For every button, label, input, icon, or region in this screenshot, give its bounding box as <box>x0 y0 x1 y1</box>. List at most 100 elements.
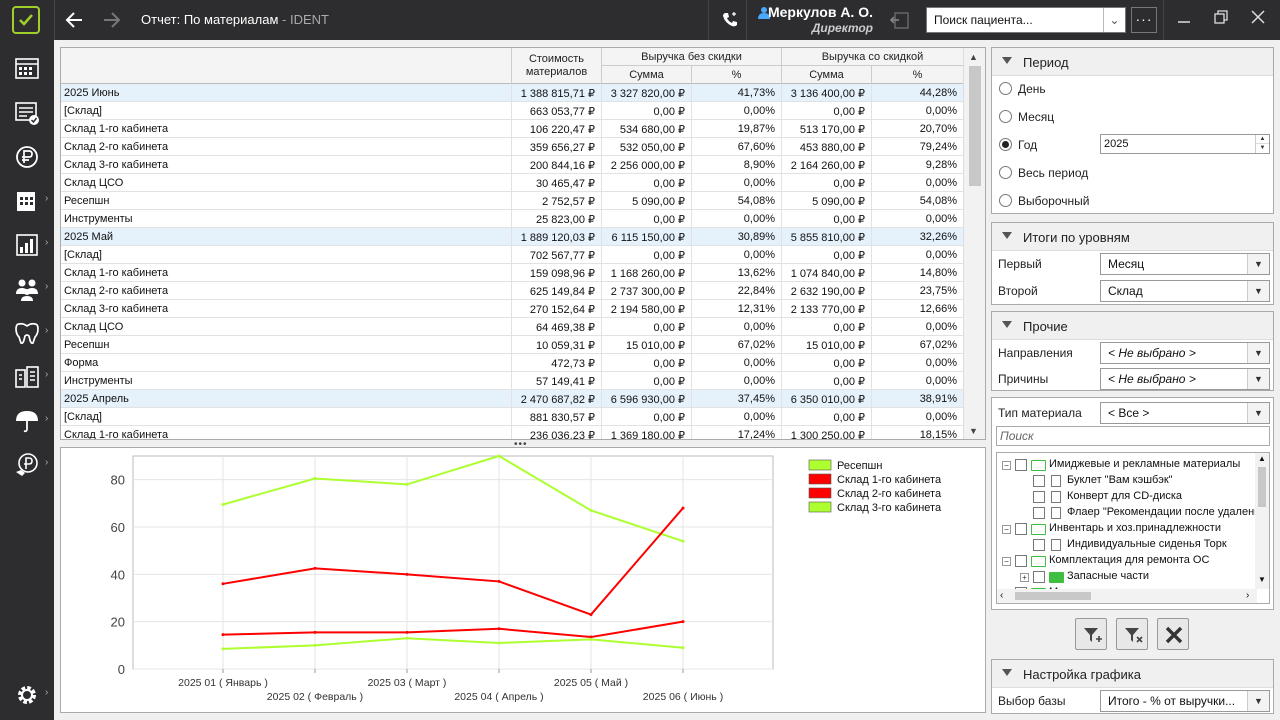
forward-arrow-icon[interactable] <box>102 10 122 34</box>
table-row[interactable]: Склад 1-го кабинета 236 036,23 ₽ 1 369 180… <box>61 426 963 439</box>
chevron-down-icon[interactable]: ▼ <box>1247 369 1269 389</box>
column-sum1-header[interactable]: Сумма <box>601 66 691 84</box>
chevron-down-icon[interactable]: ▼ <box>1247 403 1269 423</box>
table-row[interactable]: Склад 3-го кабинета 270 152,64 ₽ 2 194 580… <box>61 300 963 318</box>
clear-filters-button[interactable] <box>1157 618 1189 650</box>
period-option-label[interactable]: Весь период <box>1018 166 1089 180</box>
collapse-node-icon[interactable]: − <box>1002 461 1011 470</box>
column-revenue-no-discount-header[interactable]: Выручка без скидки <box>601 48 781 66</box>
chevron-down-icon[interactable]: ▼ <box>1247 281 1269 301</box>
chevron-down-icon[interactable]: ▼ <box>1247 691 1269 711</box>
table-row[interactable]: Склад ЦСО 30 465,47 ₽ 0,00 ₽ 0,00% 0,00 ₽ 0,0… <box>61 174 963 192</box>
sidebar-item-statistics[interactable]: › <box>0 226 54 262</box>
first-level-select[interactable]: Месяц ▼ <box>1100 253 1270 275</box>
collapse-node-icon[interactable]: − <box>1002 525 1011 534</box>
tree-checkbox[interactable] <box>1033 571 1045 583</box>
patient-search-input[interactable]: Поиск пациента... ⌄ <box>926 7 1126 33</box>
more-icon[interactable]: ··· <box>1131 7 1157 33</box>
sidebar-item-insurance[interactable]: › <box>0 402 54 438</box>
sidebar-item-schedule[interactable] <box>0 94 54 130</box>
grid-scrollbar[interactable]: ▲ ▼ <box>963 48 985 439</box>
tree-checkbox[interactable] <box>1015 523 1027 535</box>
period-option-label[interactable]: Месяц <box>1018 110 1055 124</box>
table-row[interactable]: Форма 472,73 ₽ 0,00 ₽ 0,00% 0,00 ₽ 0,00% <box>61 354 963 372</box>
sidebar-item-dental[interactable]: › <box>0 314 54 350</box>
table-row[interactable]: Склад 3-го кабинета 200 844,16 ₽ 2 256 000… <box>61 156 963 174</box>
sidebar-item-loyalty[interactable]: › <box>0 446 54 482</box>
period-radio-1[interactable] <box>999 110 1012 123</box>
table-row[interactable]: Ресепшн 2 752,57 ₽ 5 090,00 ₽ 54,08% 5 090,0… <box>61 192 963 210</box>
levels-panel-header[interactable]: Итоги по уровням <box>992 223 1273 251</box>
year-stepper[interactable]: 2025 ▲ ▼ <box>1100 134 1270 154</box>
tree-vscroll[interactable]: ▲ ▼ <box>1255 453 1269 589</box>
period-radio-2[interactable] <box>999 138 1012 151</box>
table-row[interactable]: Склад ЦСО 64 469,38 ₽ 0,00 ₽ 0,00% 0,00 ₽ 0,0… <box>61 318 963 336</box>
chevron-down-icon[interactable]: ▼ <box>1247 254 1269 274</box>
column-cost-header[interactable]: Стоимость материалов <box>511 48 601 84</box>
scroll-down-icon[interactable]: ▼ <box>1258 575 1266 584</box>
base-select[interactable]: Итого - % от выручки... ▼ <box>1100 690 1270 712</box>
tree-checkbox[interactable] <box>1033 539 1045 551</box>
scroll-left-icon[interactable]: ‹ <box>1000 590 1004 601</box>
material-type-select[interactable]: < Все > ▼ <box>1100 402 1270 424</box>
table-row[interactable]: [Склад] 663 053,77 ₽ 0,00 ₽ 0,00% 0,00 ₽ 0,00… <box>61 102 963 120</box>
minimize-icon[interactable] <box>1177 10 1191 29</box>
remove-filter-button[interactable] <box>1116 618 1148 650</box>
chevron-down-icon[interactable]: ▼ <box>1247 343 1269 363</box>
scroll-right-icon[interactable]: › <box>1246 590 1250 601</box>
reasons-select[interactable]: < Не выбрано > ▼ <box>1100 368 1270 390</box>
period-radio-4[interactable] <box>999 194 1012 207</box>
period-radio-0[interactable] <box>999 82 1012 95</box>
group-row[interactable]: 2025 Апрель 2 470 687,82 ₽ 6 596 930,00 ₽ 3… <box>61 390 963 408</box>
second-level-select[interactable]: Склад ▼ <box>1100 280 1270 302</box>
grid-scroll-thumb[interactable] <box>969 66 981 186</box>
table-row[interactable]: [Склад] 881 830,57 ₽ 0,00 ₽ 0,00% 0,00 ₽ 0,00… <box>61 408 963 426</box>
chevron-down-icon[interactable]: ⌄ <box>1103 8 1125 32</box>
restore-icon[interactable] <box>1214 10 1228 29</box>
expand-node-icon[interactable]: + <box>1020 573 1029 582</box>
tree-hscroll[interactable]: ‹ › <box>997 589 1257 603</box>
phone-icon[interactable] <box>721 11 739 32</box>
sidebar-item-reports[interactable]: › <box>0 182 54 218</box>
table-row[interactable]: Склад 2-го кабинета 625 149,84 ₽ 2 737 300… <box>61 282 963 300</box>
table-row[interactable]: Склад 1-го кабинета 106 220,47 ₽ 534 680,0… <box>61 120 963 138</box>
undo-icon[interactable] <box>889 9 911 34</box>
sidebar-item-finance[interactable] <box>0 138 54 174</box>
period-radio-3[interactable] <box>999 166 1012 179</box>
column-revenue-discount-header[interactable]: Выручка со скидкой <box>781 48 963 66</box>
scroll-down-icon[interactable]: ▼ <box>969 426 978 436</box>
scroll-up-icon[interactable]: ▲ <box>1258 454 1266 463</box>
scroll-up-icon[interactable]: ▲ <box>969 52 978 62</box>
period-panel-header[interactable]: Период <box>992 48 1273 76</box>
period-option-label[interactable]: День <box>1018 82 1046 96</box>
tree-hscroll-thumb[interactable] <box>1015 592 1091 600</box>
app-logo-icon[interactable] <box>12 6 40 34</box>
tree-vscroll-thumb[interactable] <box>1258 467 1266 507</box>
table-row[interactable]: Склад 1-го кабинета 159 098,96 ₽ 1 168 260… <box>61 264 963 282</box>
user-info[interactable]: Меркулов А. О. Директор <box>758 4 873 35</box>
column-pct1-header[interactable]: % <box>691 66 781 84</box>
back-arrow-icon[interactable] <box>64 10 84 34</box>
table-row[interactable]: Ресепшн 10 059,31 ₽ 15 010,00 ₽ 67,02% 15 01… <box>61 336 963 354</box>
column-pct2-header[interactable]: % <box>871 66 963 84</box>
sidebar-item-calendar[interactable] <box>0 50 54 86</box>
tree-checkbox[interactable] <box>1015 459 1027 471</box>
table-row[interactable]: Инструменты 25 823,00 ₽ 0,00 ₽ 0,00% 0,00 ₽ 0… <box>61 210 963 228</box>
table-row[interactable]: Инструменты 57 149,41 ₽ 0,00 ₽ 0,00% 0,00 ₽ 0… <box>61 372 963 390</box>
table-row[interactable]: [Склад] 702 567,77 ₽ 0,00 ₽ 0,00% 0,00 ₽ 0,00… <box>61 246 963 264</box>
table-row[interactable]: Склад 2-го кабинета 359 656,27 ₽ 532 050,0… <box>61 138 963 156</box>
tree-checkbox[interactable] <box>1015 555 1027 567</box>
sidebar-item-devices[interactable]: › <box>0 358 54 394</box>
sidebar-item-settings[interactable]: › <box>0 676 54 712</box>
group-row[interactable]: 2025 Июнь 1 388 815,71 ₽ 3 327 820,00 ₽ 41,… <box>61 84 963 102</box>
group-row[interactable]: 2025 Май 1 889 120,03 ₽ 6 115 150,00 ₽ 30,8… <box>61 228 963 246</box>
other-panel-header[interactable]: Прочие <box>992 312 1273 340</box>
period-option-label[interactable]: Выборочный <box>1018 194 1090 208</box>
material-search-input[interactable]: Поиск <box>996 426 1270 446</box>
splitter-handle[interactable]: ••• <box>514 439 528 450</box>
tree-checkbox[interactable] <box>1033 491 1045 503</box>
tree-checkbox[interactable] <box>1033 475 1045 487</box>
add-filter-button[interactable] <box>1075 618 1107 650</box>
tree-checkbox[interactable] <box>1033 507 1045 519</box>
chart-settings-header[interactable]: Настройка графика <box>992 660 1273 688</box>
